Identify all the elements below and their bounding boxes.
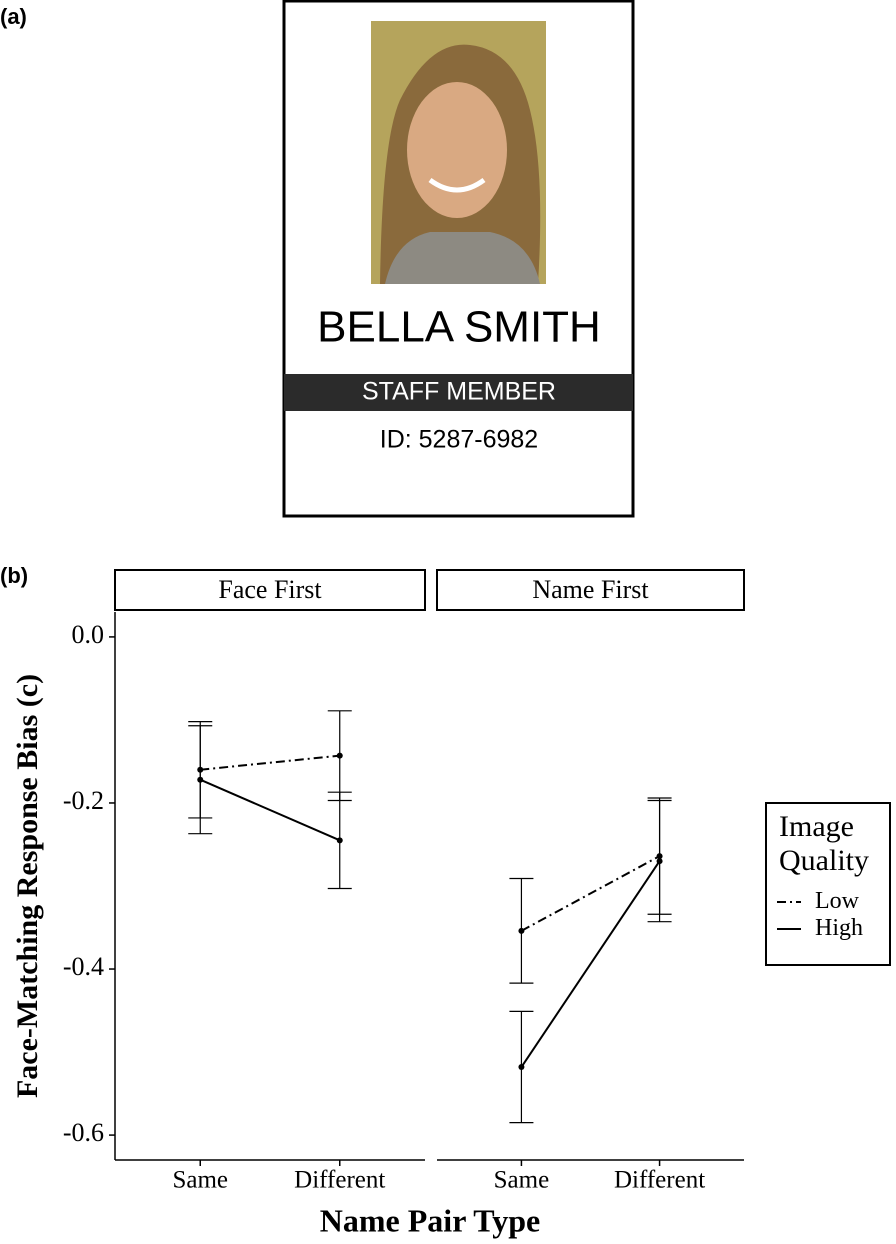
role-band: [284, 374, 633, 411]
y-tick-label: -0.6: [63, 1118, 104, 1147]
series-line: [520, 860, 661, 1068]
card-name: BELLA SMITH: [317, 303, 601, 352]
legend-label: Low: [815, 888, 859, 914]
legend-entry: Low: [775, 888, 889, 915]
x-tick-label: Different: [614, 1167, 705, 1194]
legend: Image Quality Low High: [765, 802, 891, 966]
x-tick-label: Same: [494, 1167, 550, 1194]
series-line: [200, 754, 340, 771]
y-axis-label: Face-Matching Response Bias (c): [11, 674, 44, 1098]
legend-label: High: [815, 915, 863, 941]
legend-entry: High: [775, 915, 889, 942]
point: [656, 858, 663, 865]
photo: [371, 21, 546, 284]
legend-swatch: [777, 900, 801, 903]
legend-title: Image Quality: [779, 810, 869, 877]
card-role: STAFF MEMBER: [362, 378, 556, 406]
card-id: ID: 5287-6982: [380, 426, 538, 454]
legend-swatch: [777, 927, 801, 930]
point: [336, 837, 343, 844]
point: [197, 776, 204, 783]
facet-strip: [436, 569, 745, 611]
facet-title: Name First: [532, 575, 649, 604]
point: [518, 927, 525, 934]
x-tick-label: Same: [172, 1167, 228, 1194]
y-tick-label: -0.2: [63, 786, 104, 815]
facet-title: Face First: [218, 575, 322, 604]
x-axis-label: Name Pair Type: [320, 1202, 540, 1238]
y-tick-label: 0.0: [72, 620, 105, 649]
y-tick-label: -0.4: [63, 952, 104, 981]
facet-strip: [114, 569, 426, 611]
series-line: [520, 855, 661, 932]
point: [518, 1064, 525, 1071]
x-tick-label: Different: [294, 1167, 385, 1194]
series-line: [199, 778, 341, 842]
point: [336, 752, 343, 759]
panel-label: (a): [0, 4, 27, 29]
panel-label: (b): [0, 563, 28, 588]
